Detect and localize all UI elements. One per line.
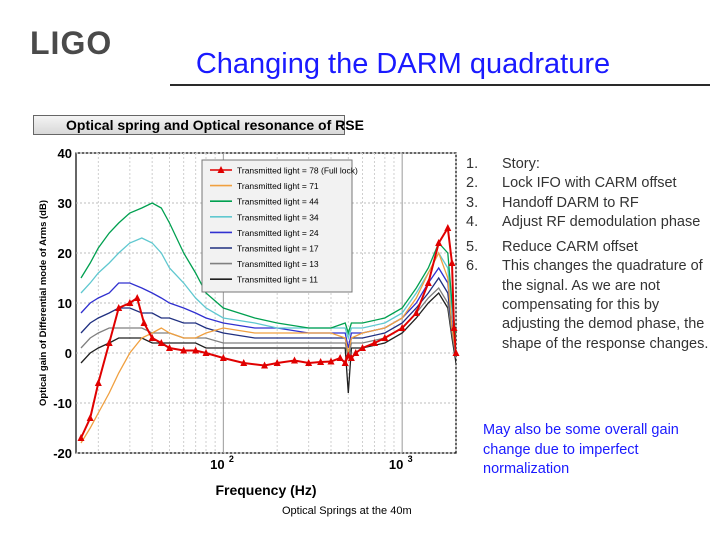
- y-tick-label: 20: [58, 246, 72, 261]
- series-line: [80, 251, 456, 444]
- series-marker: [180, 346, 188, 354]
- series-marker: [448, 259, 456, 266]
- series-marker: [166, 344, 174, 351]
- series-line: [80, 266, 456, 349]
- story-item: 2. Lock IFO with CARM offset: [462, 174, 712, 193]
- series-marker: [452, 349, 460, 356]
- story-item-number: 2.: [466, 175, 479, 192]
- header-band: LIGO Changing the DARM quadrature: [0, 0, 720, 110]
- series-marker: [317, 358, 325, 365]
- series-marker: [86, 414, 94, 421]
- story-item: 3. Handoff DARM to RF: [462, 194, 712, 213]
- series-marker: [133, 294, 141, 301]
- story-item-number: 4.: [466, 213, 479, 230]
- story-item-text: Lock IFO with CARM offset: [502, 175, 677, 192]
- series-marker: [105, 339, 113, 346]
- series-marker: [412, 309, 420, 316]
- series-marker: [398, 324, 406, 331]
- story-item-text: Adjust RF demodulation phase: [502, 213, 701, 230]
- story-item-text: Handoff DARM to RF: [502, 194, 639, 211]
- series-line: [80, 237, 456, 344]
- x-tick-label: 10: [389, 457, 403, 472]
- series-marker: [381, 334, 389, 341]
- story-item-number: 6.: [466, 258, 479, 275]
- series-marker: [219, 354, 227, 361]
- series-marker: [140, 319, 148, 326]
- legend-entry: Transmitted light = 11: [237, 275, 318, 285]
- x-tick-label: 10: [210, 457, 224, 472]
- series-line: [80, 202, 456, 339]
- series-marker: [305, 359, 313, 366]
- legend-entry: Transmitted light = 78 (Full lock): [237, 166, 358, 176]
- series-marker: [192, 346, 200, 354]
- series-marker: [126, 299, 134, 306]
- x-axis-label: Frequency (Hz): [215, 482, 316, 498]
- legend-entry: Transmitted light = 17: [237, 244, 319, 254]
- ligo-logo: LIGO: [30, 25, 113, 61]
- series-marker: [450, 324, 458, 331]
- y-tick-label: 0: [65, 346, 72, 361]
- story-item-text: Reduce CARM offset: [502, 239, 638, 256]
- legend-box: [201, 159, 353, 293]
- series-marker: [77, 434, 85, 441]
- series-marker: [261, 361, 269, 369]
- title-underline: [170, 84, 710, 86]
- y-tick-label: -10: [53, 396, 72, 411]
- series-marker: [435, 239, 443, 246]
- legend-entry: Transmitted light = 44: [237, 197, 319, 207]
- story-item: 1. Story:: [462, 155, 712, 174]
- series-marker: [273, 359, 281, 366]
- x-tick-exponent: 3: [408, 454, 413, 464]
- series-marker: [358, 344, 366, 351]
- story-item-text: This changes the quadrature of the signa…: [502, 258, 709, 352]
- y-tick-label: 10: [58, 296, 72, 311]
- series-marker: [424, 279, 432, 286]
- series-marker: [148, 334, 156, 341]
- story-item-text: Story:: [502, 156, 540, 172]
- series-marker: [240, 359, 248, 366]
- story-item: 6. This changes the quadrature of the sig…: [462, 257, 712, 353]
- series-marker: [352, 349, 360, 356]
- y-tick-label: 30: [58, 196, 72, 211]
- series-marker: [347, 354, 355, 361]
- story-item: 4. Adjust RF demodulation phase: [462, 213, 712, 232]
- y-tick-label: 40: [58, 146, 72, 161]
- series-marker: [444, 224, 452, 231]
- story-item-number: 3.: [466, 194, 479, 211]
- series-marker: [291, 356, 299, 364]
- x-tick-exponent: 2: [229, 454, 234, 464]
- legend-marker: [217, 166, 225, 173]
- chart-heading: Optical spring and Optical resonance of …: [33, 115, 364, 135]
- y-axis-label: Optical gain of Differential mode of Arm…: [38, 200, 49, 406]
- series-marker: [327, 357, 335, 365]
- figure-caption: Optical Springs at the 40m: [282, 505, 412, 517]
- series-marker: [157, 339, 165, 346]
- legend-entry: Transmitted light = 34: [237, 212, 319, 222]
- page-title: Changing the DARM quadrature: [195, 48, 611, 80]
- story-list: 1. Story: 2. Lock IFO with CARM offset 3. H…: [462, 155, 712, 354]
- legend-entry: Transmitted light = 24: [237, 228, 319, 238]
- series-marker: [341, 359, 349, 366]
- series-marker: [115, 304, 123, 311]
- series-marker: [94, 379, 102, 386]
- y-tick-label: -20: [53, 446, 72, 461]
- chart-heading-label: Optical spring and Optical resonance of …: [66, 117, 364, 133]
- story-item-number: 5.: [466, 239, 479, 256]
- series-marker: [370, 339, 378, 346]
- legend-entry: Transmitted light = 13: [237, 259, 319, 269]
- series-marker: [202, 349, 210, 356]
- legend-entry: Transmitted light = 71: [237, 181, 319, 191]
- story-item-number: 1.: [466, 156, 479, 172]
- story-item: 5. Reduce CARM offset: [462, 238, 712, 257]
- series-marker: [336, 354, 344, 361]
- normalization-note: May also be some overall gain change due…: [483, 422, 679, 477]
